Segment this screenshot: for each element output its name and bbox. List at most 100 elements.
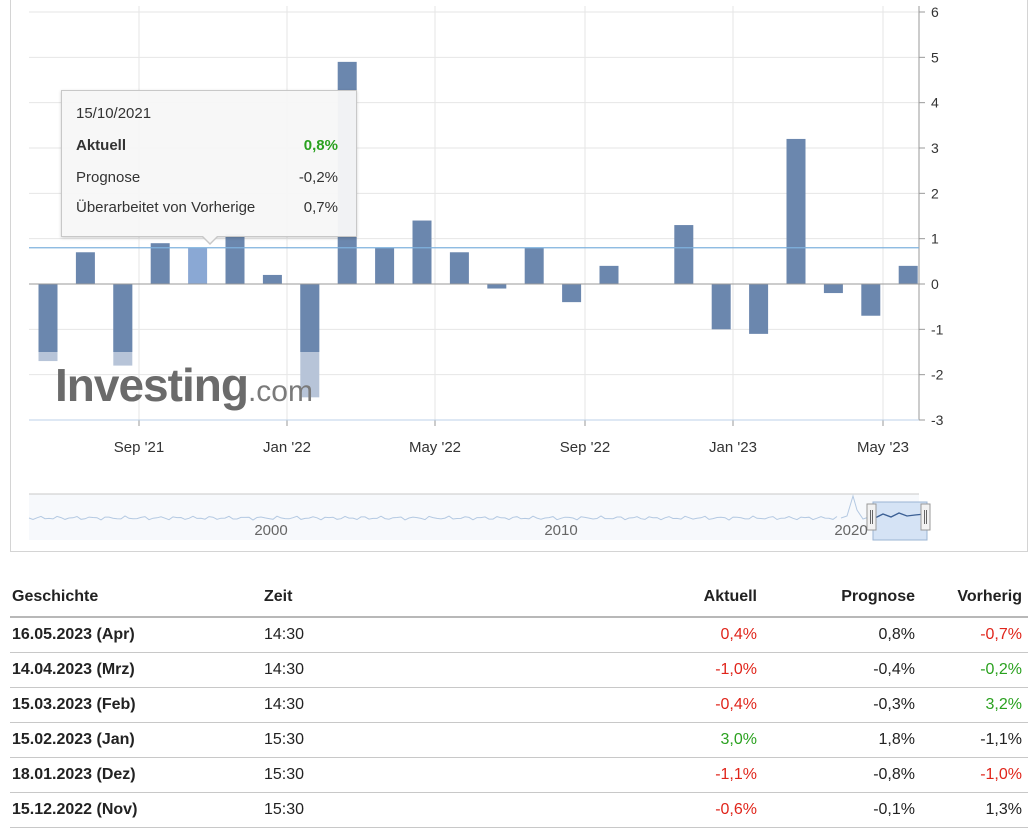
y-tick-label: 0 xyxy=(931,276,939,292)
tooltip-value-forecast: -0,2% xyxy=(298,169,338,186)
table-body: 16.05.2023 (Apr) 14:30 0,4% 0,8% -0,7% 14.04.… xyxy=(10,617,1028,828)
row-date: 18.01.2023 (Dez) xyxy=(10,757,262,793)
header-time[interactable]: Zeit xyxy=(262,578,570,618)
bar xyxy=(898,265,918,284)
table-row: 15.12.2022 (Nov) 15:30 -0,6% -0,1% 1,3% xyxy=(10,792,1028,828)
navigator-selected-line xyxy=(874,512,926,519)
row-time: 15:30 xyxy=(262,757,570,793)
row-time: 14:30 xyxy=(262,687,570,723)
header-forecast[interactable]: Prognose xyxy=(763,578,921,618)
bar xyxy=(225,234,245,284)
row-previous: -0,7% xyxy=(921,617,1028,653)
history-table: Geschichte Zeit Aktuell Prognose Vorheri… xyxy=(10,578,1028,828)
table-row: 16.05.2023 (Apr) 14:30 0,4% 0,8% -0,7% xyxy=(10,617,1028,653)
bar xyxy=(861,284,881,316)
navigator-handle xyxy=(920,503,931,531)
row-time: 15:30 xyxy=(262,792,570,828)
watermark-suffix: .com xyxy=(247,375,313,408)
tooltip-row-actual: Aktuell 0,8% xyxy=(76,137,338,154)
y-tick-label: 6 xyxy=(931,4,939,20)
bar xyxy=(449,252,469,284)
row-previous: 3,2% xyxy=(921,687,1028,723)
tooltip-label-actual: Aktuell xyxy=(76,137,127,154)
y-tick-label: 1 xyxy=(931,231,939,247)
bar xyxy=(150,243,170,284)
bar xyxy=(674,225,694,284)
bar xyxy=(75,252,95,284)
table-header-row: Geschichte Zeit Aktuell Prognose Vorheri… xyxy=(10,578,1028,618)
bar xyxy=(113,284,133,352)
investing-watermark: Investing.com xyxy=(55,362,313,408)
tooltip-label-forecast: Prognose xyxy=(76,169,141,186)
row-actual: -1,1% xyxy=(570,757,763,793)
x-tick-label: Sep '22 xyxy=(560,439,610,456)
x-tick-label: May '22 xyxy=(409,439,461,456)
row-actual: -0,6% xyxy=(570,792,763,828)
row-forecast: -0,1% xyxy=(763,792,921,828)
watermark-brand: Investing xyxy=(55,359,249,411)
row-forecast: 0,8% xyxy=(763,617,921,653)
tooltip-value-revised: 0,7% xyxy=(303,199,338,216)
bar xyxy=(562,284,582,303)
row-actual: -1,0% xyxy=(570,652,763,688)
y-tick-label: 5 xyxy=(931,49,939,65)
row-time: 14:30 xyxy=(262,617,570,653)
tooltip-date: 15/10/2021 xyxy=(76,105,152,122)
tooltip-row-revised: Überarbeitet von Vorherige 0,7% xyxy=(76,199,338,216)
table-row: 14.04.2023 (Mrz) 14:30 -1,0% -0,4% -0,2% xyxy=(10,652,1028,688)
row-actual: 3,0% xyxy=(570,722,763,758)
row-date: 15.03.2023 (Feb) xyxy=(10,687,262,723)
bar xyxy=(188,247,208,284)
chart-svg: 6 5 4 3 2 1 0 -1 -2 -3 Sep '21 Jan '22 May '22 Sep '2… xyxy=(28,4,944,541)
row-date: 15.12.2022 (Nov) xyxy=(10,792,262,828)
y-tick-label: 2 xyxy=(931,185,939,201)
navigator-line xyxy=(28,515,838,521)
tooltip-row-forecast: Prognose -0,2% xyxy=(76,169,338,186)
table-row: 18.01.2023 (Dez) 15:30 -1,1% -0,8% -1,0% xyxy=(10,757,1028,793)
y-tick-label: -3 xyxy=(931,412,944,428)
row-forecast: -0,8% xyxy=(763,757,921,793)
row-time: 14:30 xyxy=(262,652,570,688)
chart-container: 6 5 4 3 2 1 0 -1 -2 -3 Sep '21 Jan '22 May '22 Sep '2… xyxy=(10,0,1028,552)
y-tick-label: -1 xyxy=(931,321,944,337)
bar xyxy=(786,138,806,284)
bar xyxy=(38,284,58,352)
tooltip-value-actual: 0,8% xyxy=(303,137,338,154)
row-date: 16.05.2023 (Apr) xyxy=(10,617,262,653)
header-previous[interactable]: Vorherig xyxy=(921,578,1028,618)
x-tick-label: Jan '23 xyxy=(709,439,757,456)
bar xyxy=(487,284,507,289)
y-tick-label: 3 xyxy=(931,140,939,156)
x-tick-label: May '23 xyxy=(857,439,909,456)
row-actual: -0,4% xyxy=(570,687,763,723)
chart-tooltip: 15/10/2021 Aktuell 0,8% Prognose -0,2% Ü… xyxy=(61,90,357,237)
y-tick-label: 4 xyxy=(931,95,939,111)
row-forecast: -0,4% xyxy=(763,652,921,688)
navigator-line-spike xyxy=(840,494,870,520)
navigator-selection xyxy=(872,501,928,541)
bar xyxy=(262,274,282,284)
row-forecast: -0,3% xyxy=(763,687,921,723)
bar xyxy=(599,265,619,284)
bar xyxy=(711,284,731,330)
header-history[interactable]: Geschichte xyxy=(10,578,262,618)
row-previous: -1,1% xyxy=(921,722,1028,758)
row-previous: -1,0% xyxy=(921,757,1028,793)
row-time: 15:30 xyxy=(262,722,570,758)
navigator-handle xyxy=(866,503,877,531)
row-date: 14.04.2023 (Mrz) xyxy=(10,652,262,688)
table-row: 15.02.2023 (Jan) 15:30 3,0% 1,8% -1,1% xyxy=(10,722,1028,758)
row-date: 15.02.2023 (Jan) xyxy=(10,722,262,758)
navigator-label: 2010 xyxy=(544,522,577,539)
x-tick-label: Jan '22 xyxy=(263,439,311,456)
tooltip-arrow xyxy=(201,235,219,245)
y-tick-label: -2 xyxy=(931,367,944,383)
bar xyxy=(412,220,432,284)
bar xyxy=(823,284,843,294)
header-actual[interactable]: Aktuell xyxy=(570,578,763,618)
row-actual: 0,4% xyxy=(570,617,763,653)
bar xyxy=(749,284,769,334)
bar xyxy=(524,247,544,284)
x-tick-label: Sep '21 xyxy=(114,439,164,456)
navigator-label: 2020 xyxy=(834,522,867,539)
